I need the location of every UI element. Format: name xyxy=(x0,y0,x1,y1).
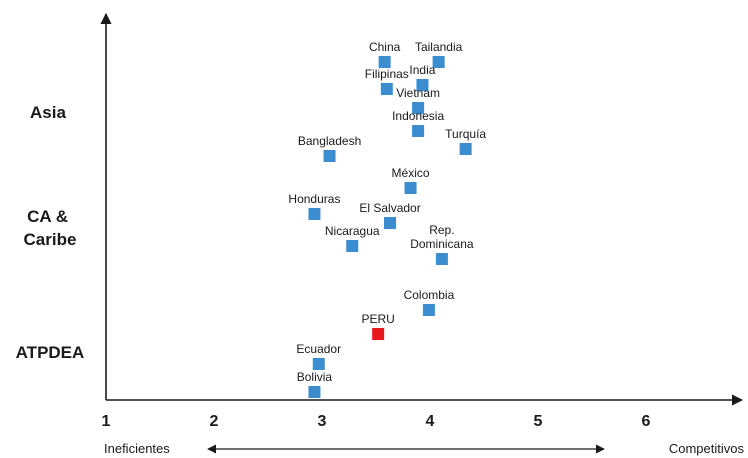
data-point-marker xyxy=(378,56,391,68)
x-tick-label: 4 xyxy=(426,413,435,430)
data-point-marker xyxy=(308,386,321,398)
x-tick-labels: 1234567 xyxy=(102,413,651,430)
data-point-marker xyxy=(422,304,435,316)
data-point-marker xyxy=(372,328,385,340)
x-tick-label: 6 xyxy=(642,413,651,430)
x-tick-label: 3 xyxy=(318,413,327,430)
data-point-marker xyxy=(312,358,325,370)
y-group-label-asia: Asia xyxy=(30,103,66,122)
scale-label-right: Competitivos xyxy=(669,441,745,456)
data-point-label: Nicaragua xyxy=(325,224,380,238)
data-point-marker xyxy=(412,125,425,137)
data-point-label: PERU xyxy=(361,312,394,326)
data-point-label: Bangladesh xyxy=(298,134,361,148)
x-tick-label: 1 xyxy=(102,413,111,430)
data-point-label: Ecuador xyxy=(296,342,341,356)
data-point-label: Honduras xyxy=(288,192,340,206)
data-point-label: China xyxy=(369,40,401,54)
y-group-label-atpdea: ATPDEA xyxy=(16,343,85,362)
data-point-marker xyxy=(384,217,397,229)
scale-label-left: Ineficientes xyxy=(104,441,170,456)
data-point-label: India xyxy=(409,63,435,77)
data-point-label: Indonesia xyxy=(392,109,444,123)
x-tick-label: 5 xyxy=(534,413,543,430)
y-group-label-atpdea-text: ATPDEA xyxy=(16,343,85,362)
data-point-label: Filipinas xyxy=(365,67,409,81)
data-point-label: Turquía xyxy=(445,127,486,141)
data-point-marker xyxy=(416,79,429,91)
y-group-label-asia-text: Asia xyxy=(30,103,66,122)
data-point-marker xyxy=(459,143,472,155)
data-point-label: El Salvador xyxy=(359,201,420,215)
data-point-marker xyxy=(432,56,445,68)
data-point-marker xyxy=(346,240,359,252)
data-point-label: Rep. Dominicana xyxy=(410,223,474,251)
data-point-marker xyxy=(435,253,448,265)
data-point-label: México xyxy=(392,166,430,180)
y-group-label-ca-caribe-line1: CA & xyxy=(27,207,68,226)
data-point-marker xyxy=(404,182,417,194)
data-point-marker xyxy=(380,83,393,95)
data-point-marker xyxy=(412,102,425,114)
data-point-label: Vietnam xyxy=(396,86,440,100)
data-point-marker xyxy=(308,208,321,220)
data-point-marker xyxy=(323,150,336,162)
data-point-label: Colombia xyxy=(404,288,455,302)
data-point-label: Bolivia xyxy=(297,370,333,384)
x-tick-label: 2 xyxy=(210,413,219,430)
data-point-label: Tailandia xyxy=(415,40,463,54)
y-group-label-ca-caribe: CA & Caribe xyxy=(24,207,77,249)
y-group-label-ca-caribe-line2: Caribe xyxy=(24,230,77,249)
